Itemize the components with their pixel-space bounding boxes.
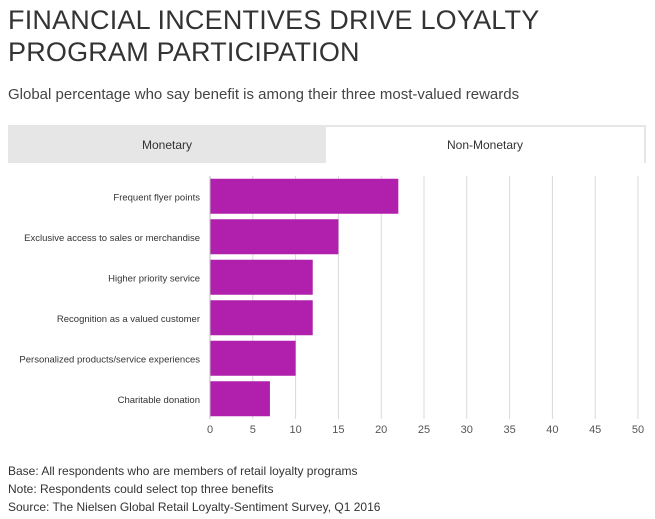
bar (210, 219, 339, 255)
x-tick-label: 15 (332, 424, 344, 436)
x-tick-label: 10 (289, 424, 301, 436)
x-tick-label: 0 (207, 424, 213, 436)
bar (210, 259, 313, 295)
x-tick-label: 5 (250, 424, 256, 436)
category-label: Recognition as a valued customer (57, 314, 200, 325)
bar (210, 178, 399, 214)
x-tick-label: 40 (546, 424, 558, 436)
x-tick-label: 45 (589, 424, 601, 436)
footnote-source: Source: The Nielsen Global Retail Loyalt… (8, 500, 381, 514)
category-label: Charitable donation (118, 395, 200, 406)
category-label: Frequent flyer points (113, 192, 200, 203)
chart-subtitle: Global percentage who say benefit is amo… (8, 86, 520, 103)
chart-title: FINANCIAL INCENTIVES DRIVE LOYALTY PROGR… (8, 5, 539, 67)
category-label: Personalized products/service experience… (19, 354, 200, 365)
category-label: Higher priority service (108, 273, 200, 284)
footnote-base: Base: All respondents who are members of… (8, 464, 358, 478)
bar (210, 340, 296, 376)
bar (210, 381, 270, 417)
x-tick-label: 20 (375, 424, 387, 436)
bar (210, 300, 313, 336)
x-tick-label: 35 (503, 424, 515, 436)
x-tick-label: 25 (418, 424, 430, 436)
bar-chart: 0 5 10 15 20 25 30 35 40 45 50 Frequent flyer point… (19, 176, 644, 436)
footnotes: Base: All respondents who are members of… (8, 462, 380, 516)
x-tick-label: 30 (461, 424, 473, 436)
tab-monetary[interactable]: Monetary (8, 127, 326, 163)
tab-bar: Monetary Non-Monetary (8, 125, 646, 163)
tab-non-monetary[interactable]: Non-Monetary (326, 127, 646, 163)
footnote-note: Note: Respondents could select top three… (8, 482, 274, 496)
category-label: Exclusive access to sales or merchandise (24, 233, 200, 244)
x-tick-label: 50 (632, 424, 644, 436)
